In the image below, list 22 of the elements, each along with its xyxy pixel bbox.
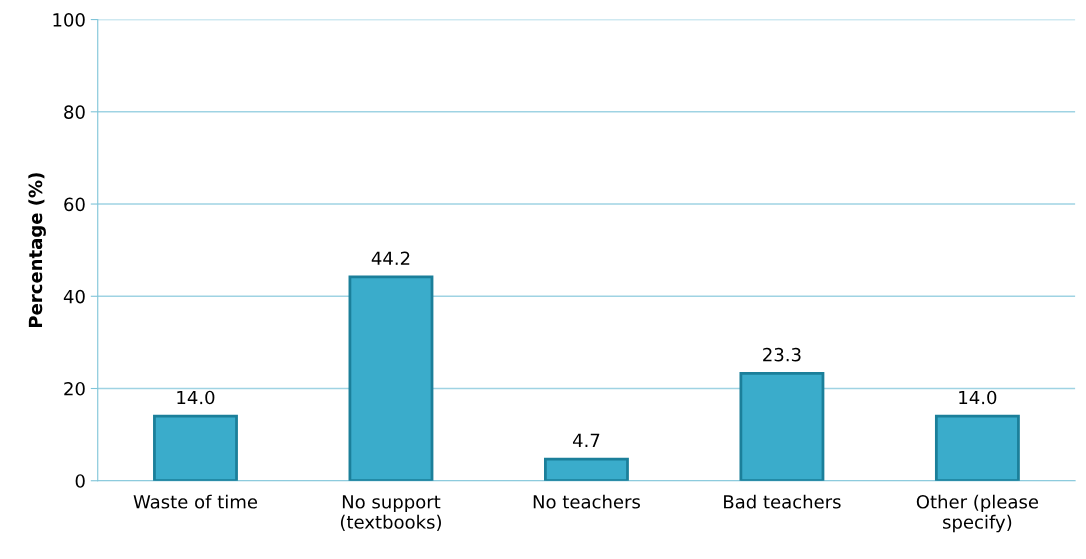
x-tick-label: Bad teachers xyxy=(724,494,841,509)
x-tick-label: Other (please specify) xyxy=(916,494,1039,533)
x-tick-label: No teachers xyxy=(533,494,640,509)
data-label: 14.0 xyxy=(177,390,215,405)
data-label: 44.2 xyxy=(371,251,410,265)
y-axis-title: Percentage (%) xyxy=(28,173,46,328)
y-tick-label: 100 xyxy=(53,13,85,27)
y-tick-label: 20 xyxy=(64,381,85,396)
data-label: 14.0 xyxy=(959,390,997,405)
bar xyxy=(544,457,629,481)
bar xyxy=(934,414,1020,481)
y-tick-label: 80 xyxy=(64,105,85,119)
bar xyxy=(348,275,434,481)
x-tick-label: No support (textbooks) xyxy=(340,495,441,531)
y-tick-label: 0 xyxy=(75,474,85,488)
x-tick-label: Waste of time xyxy=(133,494,258,509)
bar xyxy=(153,414,238,481)
bar xyxy=(739,371,825,481)
data-label: 23.3 xyxy=(763,347,801,362)
y-tick-label: 60 xyxy=(64,197,85,212)
data-label: 4.7 xyxy=(572,433,600,447)
y-tick-label: 40 xyxy=(63,289,85,304)
